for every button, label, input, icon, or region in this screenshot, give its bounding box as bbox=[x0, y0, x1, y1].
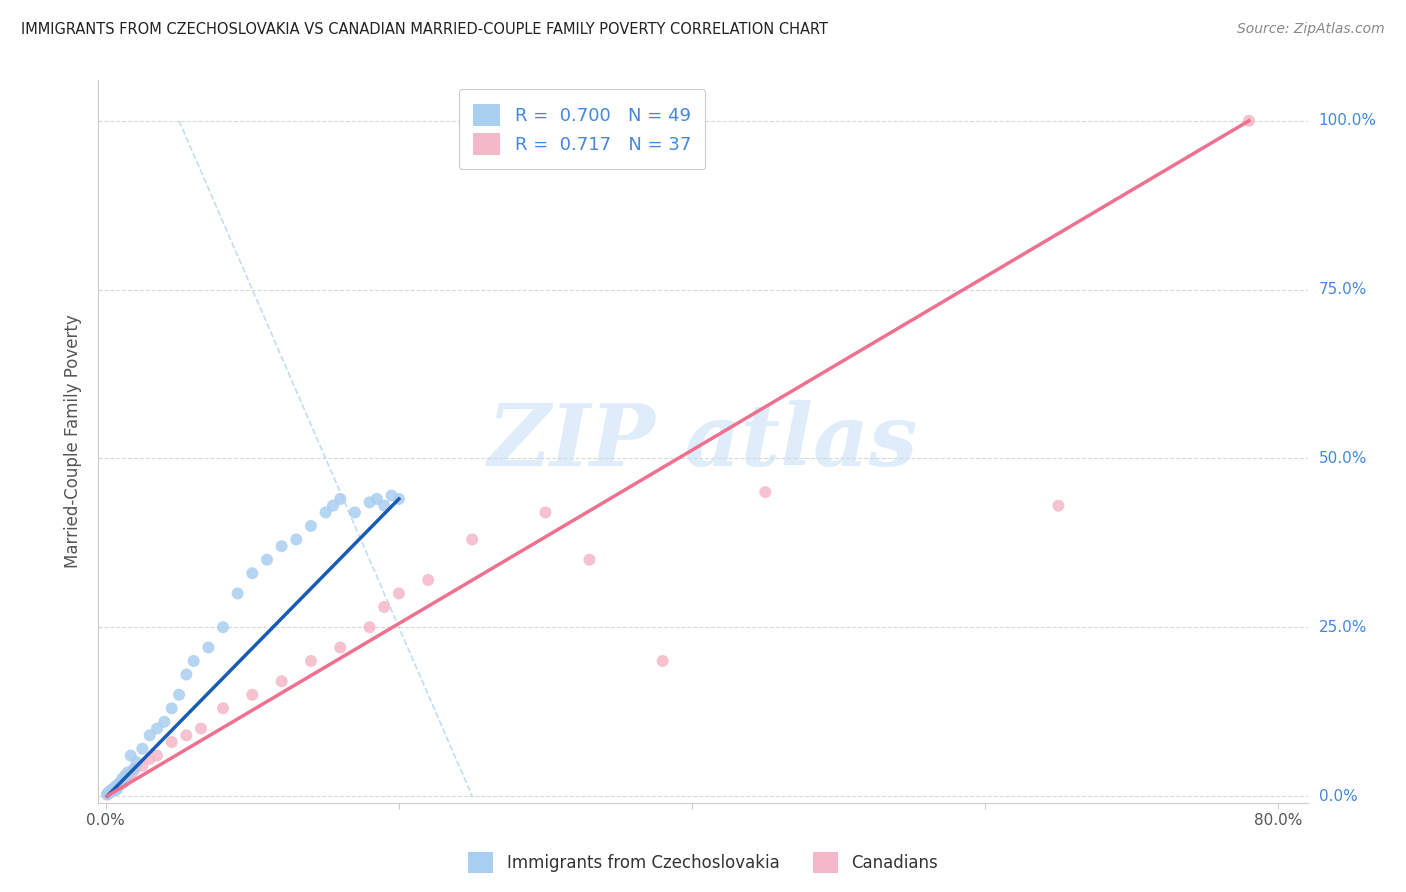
Point bbox=[96, 787, 118, 801]
Point bbox=[183, 654, 205, 668]
Point bbox=[125, 756, 148, 770]
Legend: R =  0.700   N = 49, R =  0.717   N = 37: R = 0.700 N = 49, R = 0.717 N = 37 bbox=[458, 89, 706, 169]
Point bbox=[107, 780, 129, 795]
Point bbox=[103, 782, 125, 797]
Point bbox=[329, 640, 352, 655]
Point bbox=[176, 667, 198, 681]
Point bbox=[366, 491, 388, 506]
Point bbox=[299, 654, 322, 668]
Y-axis label: Married-Couple Family Poverty: Married-Couple Family Poverty bbox=[65, 315, 83, 568]
Point bbox=[98, 784, 121, 798]
Point bbox=[112, 775, 135, 789]
Point bbox=[131, 758, 153, 772]
Point bbox=[110, 777, 132, 791]
Point bbox=[160, 735, 183, 749]
Point bbox=[138, 728, 160, 742]
Point bbox=[96, 788, 118, 802]
Point bbox=[226, 586, 249, 600]
Point bbox=[97, 786, 120, 800]
Point bbox=[270, 674, 292, 689]
Point bbox=[212, 620, 235, 634]
Point bbox=[121, 765, 143, 780]
Point bbox=[315, 505, 337, 519]
Point bbox=[388, 586, 411, 600]
Point bbox=[240, 688, 263, 702]
Point bbox=[534, 505, 557, 519]
Point bbox=[418, 573, 440, 587]
Point bbox=[373, 499, 395, 513]
Text: ZIP atlas: ZIP atlas bbox=[488, 400, 918, 483]
Point bbox=[197, 640, 219, 655]
Point bbox=[114, 769, 136, 783]
Text: 100.0%: 100.0% bbox=[1319, 113, 1376, 128]
Point bbox=[101, 782, 124, 797]
Point bbox=[108, 777, 131, 791]
Point bbox=[111, 772, 134, 787]
Point bbox=[299, 519, 322, 533]
Point bbox=[97, 786, 120, 800]
Point bbox=[105, 779, 128, 793]
Point bbox=[108, 779, 131, 793]
Point bbox=[146, 722, 169, 736]
Point bbox=[105, 782, 128, 797]
Point bbox=[110, 775, 132, 789]
Point bbox=[270, 539, 292, 553]
Point bbox=[103, 783, 125, 797]
Point bbox=[373, 599, 395, 614]
Point bbox=[107, 780, 129, 794]
Point bbox=[380, 489, 402, 503]
Point bbox=[100, 783, 122, 797]
Point bbox=[117, 765, 139, 780]
Point bbox=[112, 775, 135, 789]
Point bbox=[118, 770, 141, 784]
Legend: Immigrants from Czechoslovakia, Canadians: Immigrants from Czechoslovakia, Canadian… bbox=[461, 846, 945, 880]
Point bbox=[160, 701, 183, 715]
Point bbox=[103, 780, 125, 795]
Point bbox=[359, 620, 381, 634]
Point bbox=[240, 566, 263, 581]
Point bbox=[97, 786, 120, 800]
Point bbox=[388, 491, 411, 506]
Text: 0.0%: 0.0% bbox=[1319, 789, 1357, 804]
Point bbox=[651, 654, 673, 668]
Point bbox=[329, 491, 352, 506]
Point bbox=[343, 505, 366, 519]
Point bbox=[176, 728, 198, 742]
Point bbox=[98, 785, 121, 799]
Point bbox=[131, 741, 153, 756]
Point bbox=[1047, 499, 1070, 513]
Point bbox=[105, 780, 128, 795]
Point bbox=[256, 552, 278, 566]
Text: Source: ZipAtlas.com: Source: ZipAtlas.com bbox=[1237, 22, 1385, 37]
Point bbox=[138, 752, 160, 766]
Point bbox=[153, 714, 176, 729]
Point bbox=[167, 688, 190, 702]
Point bbox=[461, 533, 484, 547]
Point bbox=[1237, 113, 1260, 128]
Point bbox=[124, 762, 146, 776]
Text: IMMIGRANTS FROM CZECHOSLOVAKIA VS CANADIAN MARRIED-COUPLE FAMILY POVERTY CORRELA: IMMIGRANTS FROM CZECHOSLOVAKIA VS CANADI… bbox=[21, 22, 828, 37]
Point bbox=[212, 701, 235, 715]
Point bbox=[578, 552, 600, 566]
Point bbox=[101, 783, 124, 797]
Point bbox=[100, 783, 122, 797]
Text: 75.0%: 75.0% bbox=[1319, 282, 1367, 297]
Point bbox=[359, 495, 381, 509]
Point bbox=[98, 786, 121, 800]
Point bbox=[115, 772, 138, 787]
Point bbox=[754, 485, 776, 500]
Text: 25.0%: 25.0% bbox=[1319, 620, 1367, 635]
Text: 50.0%: 50.0% bbox=[1319, 451, 1367, 466]
Point bbox=[190, 722, 212, 736]
Point bbox=[146, 748, 169, 763]
Point bbox=[101, 782, 124, 797]
Point bbox=[100, 784, 122, 798]
Point bbox=[104, 783, 127, 797]
Point bbox=[322, 499, 344, 513]
Point bbox=[285, 533, 308, 547]
Point bbox=[120, 748, 142, 763]
Point bbox=[122, 762, 145, 776]
